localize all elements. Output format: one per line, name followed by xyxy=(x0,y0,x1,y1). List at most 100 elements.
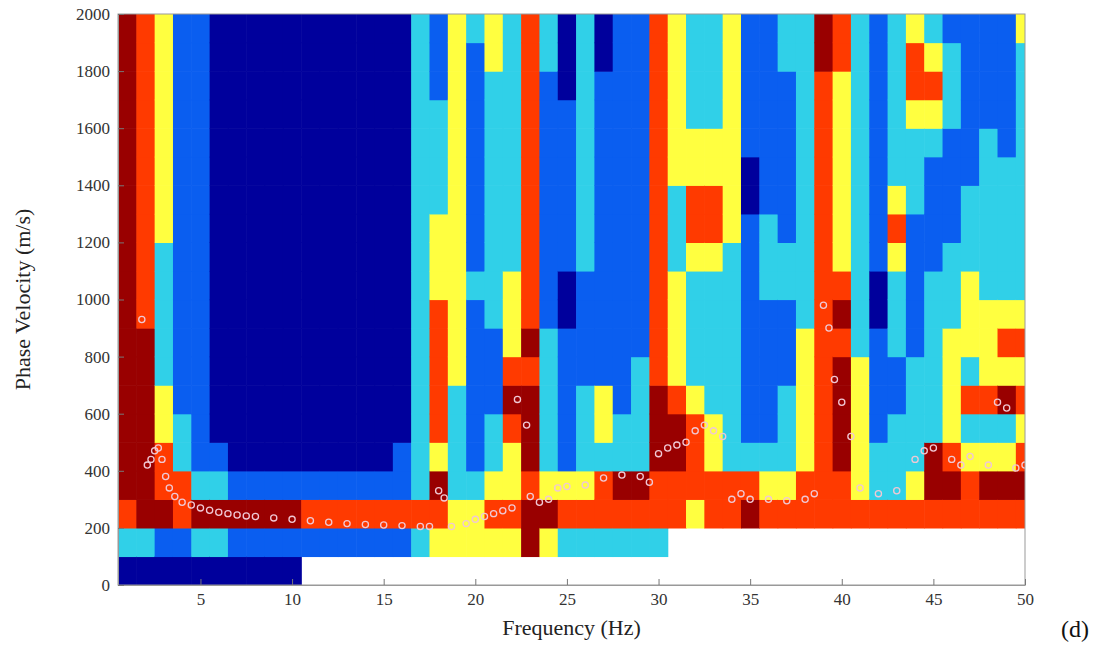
heatmap-cell xyxy=(576,157,595,186)
heatmap-cell xyxy=(393,300,412,329)
heatmap-cell xyxy=(429,71,448,100)
heatmap-cell xyxy=(356,528,375,557)
heatmap-cell xyxy=(466,185,485,214)
heatmap-cell xyxy=(301,271,320,300)
picked-point xyxy=(985,462,991,468)
heatmap-cell xyxy=(375,357,394,386)
heatmap-cell xyxy=(924,442,943,471)
heatmap-cell xyxy=(998,357,1017,386)
heatmap-cell xyxy=(851,271,870,300)
tick-mark xyxy=(567,579,568,585)
heatmap-cell xyxy=(686,71,705,100)
heatmap-cell xyxy=(851,442,870,471)
heatmap-cell xyxy=(869,14,888,43)
heatmap-cell xyxy=(631,214,650,243)
heatmap-cell xyxy=(869,100,888,129)
picked-point xyxy=(646,479,652,485)
heatmap-cell xyxy=(833,185,852,214)
picked-point xyxy=(234,512,240,518)
heatmap-cell xyxy=(283,471,302,500)
picked-point xyxy=(426,523,432,529)
tick: 200 xyxy=(85,519,125,538)
heatmap-cell xyxy=(924,271,943,300)
heatmap-cell xyxy=(649,14,668,43)
heatmap-cell xyxy=(704,499,723,528)
heatmap-cell xyxy=(558,71,577,100)
heatmap-cell xyxy=(191,214,210,243)
heatmap-cell xyxy=(173,214,192,243)
heatmap-cell xyxy=(1016,14,1025,43)
heatmap-cell xyxy=(778,328,797,357)
heatmap-cell xyxy=(521,357,540,386)
tick-mark xyxy=(118,71,124,72)
heatmap-cell xyxy=(191,328,210,357)
chart: 5101520253035404550020040060080010001200… xyxy=(0,0,1099,657)
heatmap-cell xyxy=(759,271,778,300)
heatmap-cell xyxy=(246,43,265,72)
heatmap-cell xyxy=(173,471,192,500)
heatmap-cell xyxy=(576,499,595,528)
heatmap-cell xyxy=(961,157,980,186)
heatmap-cell xyxy=(429,357,448,386)
picked-point xyxy=(958,462,964,468)
heatmap-cell xyxy=(613,471,632,500)
heatmap-cell xyxy=(668,100,687,129)
heatmap-cell xyxy=(558,528,577,557)
heatmap-cell xyxy=(173,414,192,443)
heatmap-cell xyxy=(814,100,833,129)
heatmap-cell xyxy=(466,528,485,557)
heatmap-cell xyxy=(869,242,888,271)
heatmap-cell xyxy=(338,271,357,300)
y-axis-title: Phase Velocity (m/s) xyxy=(10,209,35,391)
heatmap-cell xyxy=(521,14,540,43)
heatmap-cell xyxy=(155,14,174,43)
heatmap-cell xyxy=(136,385,155,414)
heatmap-cell xyxy=(375,528,394,557)
heatmap-cell xyxy=(998,71,1017,100)
heatmap-cell xyxy=(924,185,943,214)
heatmap-cell xyxy=(998,128,1017,157)
heatmap-cell xyxy=(375,71,394,100)
heatmap-cell xyxy=(118,71,137,100)
heatmap-cell xyxy=(356,357,375,386)
tick-label: 1000 xyxy=(76,290,110,309)
heatmap-cell xyxy=(723,385,742,414)
heatmap-cell xyxy=(851,14,870,43)
heatmap-cell xyxy=(338,71,357,100)
heatmap-cell xyxy=(393,157,412,186)
heatmap-cell xyxy=(998,214,1017,243)
heatmap-cell xyxy=(649,385,668,414)
heatmap-cell xyxy=(961,385,980,414)
heatmap-cell xyxy=(851,471,870,500)
heatmap-cell xyxy=(631,185,650,214)
heatmap-cell xyxy=(429,128,448,157)
heatmap-cell xyxy=(375,300,394,329)
heatmap-cell xyxy=(906,414,925,443)
heatmap-cell xyxy=(118,185,137,214)
picked-point xyxy=(949,456,955,462)
heatmap-cell xyxy=(539,128,558,157)
heatmap-cell xyxy=(503,528,522,557)
heatmap-cell xyxy=(521,442,540,471)
heatmap-cell xyxy=(906,71,925,100)
heatmap-cell xyxy=(448,328,467,357)
heatmap-cell xyxy=(521,214,540,243)
heatmap-cell xyxy=(210,242,229,271)
heatmap-cell xyxy=(539,185,558,214)
heatmap-cell xyxy=(631,43,650,72)
heatmap-cell xyxy=(998,100,1017,129)
heatmap-cell xyxy=(759,14,778,43)
heatmap-cell xyxy=(686,357,705,386)
heatmap-cell xyxy=(741,357,760,386)
picked-point xyxy=(665,445,671,451)
heatmap-cell xyxy=(594,385,613,414)
heatmap-cell xyxy=(924,471,943,500)
heatmap-cell xyxy=(979,14,998,43)
heatmap-cell xyxy=(558,14,577,43)
heatmap-cell xyxy=(173,185,192,214)
heatmap-cell xyxy=(301,499,320,528)
heatmap-cell xyxy=(576,185,595,214)
heatmap-cell xyxy=(759,128,778,157)
heatmap-cell xyxy=(393,214,412,243)
heatmap-cell xyxy=(155,43,174,72)
